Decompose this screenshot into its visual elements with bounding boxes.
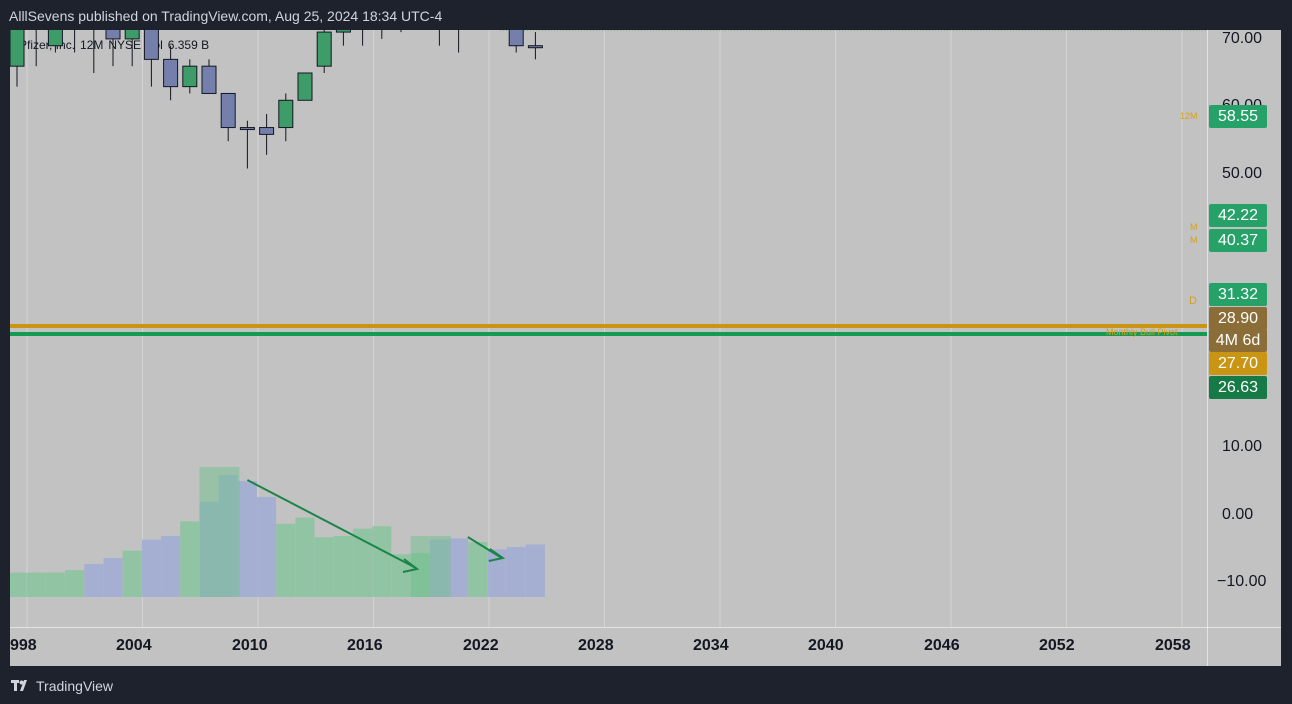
volume-bar (26, 572, 46, 597)
time-label: 2010 (232, 637, 268, 654)
candle-body (527, 45, 543, 49)
time-label: 2016 (347, 637, 383, 654)
price-tag-m1: 42.22 (1209, 204, 1267, 227)
volume-bar (276, 523, 296, 597)
volume-bar (45, 572, 65, 597)
volume-bar (84, 564, 104, 597)
volume-bar (295, 517, 315, 597)
time-label: 2022 (463, 637, 499, 654)
volume-bar (103, 557, 123, 597)
volume-bar (468, 542, 488, 597)
volume-bar (449, 538, 469, 597)
candle-body (143, 30, 159, 60)
candle-body (297, 72, 313, 101)
symbol-exchange: NYSE (108, 38, 142, 52)
footer-brand: TradingView (36, 678, 114, 694)
candle-body (124, 30, 140, 40)
volume-bar (525, 544, 545, 597)
candle-body (335, 30, 351, 33)
candle-body (10, 30, 25, 67)
level-label-12m: 12M (1180, 111, 1198, 121)
price-label: −10.00 (1217, 573, 1267, 590)
volume-highlight (410, 536, 451, 597)
volume-bar (391, 554, 411, 597)
volume-bar (506, 546, 526, 597)
volume-bar (314, 537, 334, 597)
trend-arrow-head (488, 548, 506, 562)
time-label: 2052 (1039, 637, 1075, 654)
volume-bar (180, 521, 200, 597)
price-axis-separator (1207, 30, 1208, 666)
candle-body (105, 30, 121, 40)
candle-body (220, 92, 236, 129)
volume-bar (141, 539, 161, 597)
level-label-bull-pivot: Monthly Bull Pivot (1106, 327, 1178, 337)
price-label: 10.00 (1222, 438, 1263, 455)
trend-arrow-line (246, 479, 417, 569)
volume-bar (161, 536, 181, 597)
time-label: 2058 (1155, 637, 1191, 654)
publish-header: AlllSevens published on TradingView.com,… (0, 0, 1292, 30)
candle-body (508, 30, 524, 47)
volume-bar (237, 481, 257, 597)
volume-highlight (199, 467, 240, 597)
symbol-interval: 12M (80, 38, 104, 52)
level-label-m1: M (1190, 222, 1198, 232)
volume-bar (257, 496, 277, 597)
price-tag-pivot-orange: 27.70 (1209, 352, 1267, 375)
candle-body (259, 127, 275, 135)
candle-body (316, 31, 332, 67)
price-label: 70.00 (1222, 30, 1263, 47)
price-tag-d: 31.32 (1209, 283, 1267, 306)
volume-bar (487, 549, 507, 597)
volume-bar (10, 572, 27, 597)
chart-pane[interactable]: Pfizer, Inc.12MNYSEVol6.359 B 70.00 60.0… (10, 30, 1281, 666)
publish-info: AlllSevens published on TradingView.com,… (9, 8, 443, 24)
candle-body (163, 58, 179, 88)
price-label: 50.00 (1222, 165, 1263, 182)
price-tag-last: 28.90 (1209, 307, 1267, 330)
footer-bar: TradingView (0, 670, 1292, 704)
volume-bar (122, 550, 142, 597)
price-tag-12m: 58.55 (1209, 105, 1267, 128)
candle-body (201, 65, 217, 94)
price-plot[interactable] (10, 30, 1207, 627)
price-label: 0.00 (1222, 506, 1254, 523)
volume-bar (353, 528, 373, 597)
candle-body (239, 127, 255, 131)
time-label: 2040 (808, 637, 844, 654)
time-axis-separator (10, 627, 1281, 628)
candle-body (47, 30, 63, 47)
candle-body (278, 99, 294, 129)
candle-body (182, 65, 198, 88)
level-label-m2: M (1190, 235, 1198, 245)
volume-bar (372, 526, 392, 597)
trend-arrow-head (402, 558, 420, 573)
time-label: 998 (10, 637, 37, 654)
price-tag-m2: 40.37 (1209, 229, 1267, 252)
time-label: 2028 (578, 637, 614, 654)
bar-countdown: 4M 6d (1209, 329, 1267, 352)
volume-value: 6.359 B (167, 38, 210, 52)
volume-bar (65, 570, 85, 597)
tradingview-logo-icon (11, 680, 27, 691)
time-label: 2004 (116, 637, 152, 654)
volume-bar (333, 536, 353, 597)
level-label-d: D (1189, 295, 1197, 307)
time-label: 2046 (924, 637, 960, 654)
time-label: 2034 (693, 637, 729, 654)
price-tag-pivot-green: 26.63 (1209, 376, 1267, 399)
